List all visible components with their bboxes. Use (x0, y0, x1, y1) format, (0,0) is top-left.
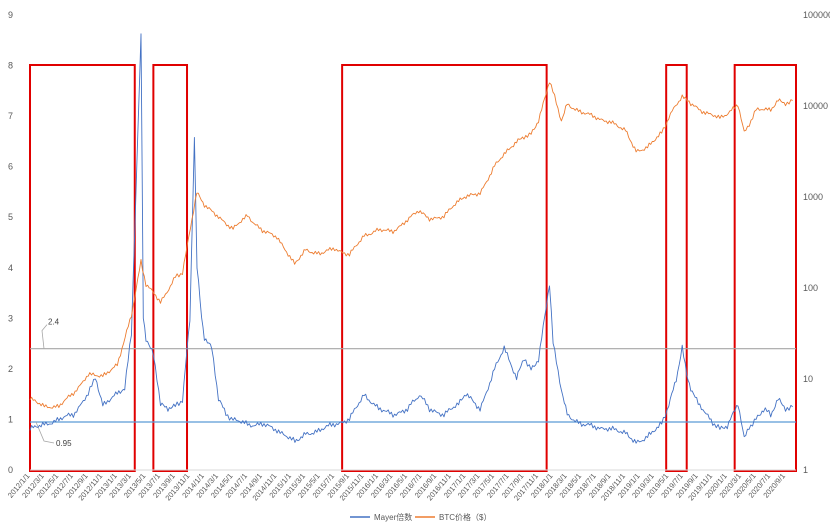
y-left-tick-7: 7 (8, 111, 13, 121)
y-left-tick-1: 1 (8, 414, 13, 424)
y-left-tick-2: 2 (8, 364, 13, 374)
y-left-tick-5: 5 (8, 212, 13, 222)
y-left-tick-3: 3 (8, 313, 13, 323)
series-lines (29, 33, 793, 444)
y-left-tick-8: 8 (8, 61, 13, 71)
reference-lines: 2.4 0.95 (30, 318, 796, 448)
highlight-box-1 (29, 64, 136, 472)
reference-leader-0.95 (35, 421, 55, 444)
reference-label-2.4: 2.4 (48, 318, 60, 327)
legend: Mayer倍数 BTC价格（$） (350, 512, 491, 522)
highlight-box-2 (152, 64, 189, 472)
y-axis-left: 0 1 2 3 4 5 6 7 8 9 (8, 10, 13, 475)
highlight-boxes (29, 64, 798, 472)
y-right-tick-1000: 1000 (803, 192, 823, 202)
series-line-2 (29, 82, 793, 409)
reference-label-0.95: 0.95 (56, 439, 72, 448)
legend-label-btc: BTC价格（$） (439, 512, 491, 522)
legend-label-mayer: Mayer倍数 (374, 512, 412, 522)
highlight-box-3 (341, 64, 548, 472)
reference-leader-2.4 (41, 324, 48, 349)
y-right-tick-100: 100 (803, 283, 818, 293)
y-left-tick-0: 0 (8, 465, 13, 475)
y-right-tick-10: 10 (803, 374, 813, 384)
highlight-box-5 (733, 64, 798, 472)
y-right-tick-1: 1 (803, 465, 808, 475)
series-line-1 (29, 33, 793, 444)
y-left-tick-6: 6 (8, 162, 13, 172)
y-left-tick-4: 4 (8, 263, 13, 273)
y-right-tick-100000: 100000 (803, 10, 830, 20)
x-axis: 2012/1/12012/3/12012/5/12012/7/12012/9/1… (6, 469, 796, 502)
y-left-tick-9: 9 (8, 10, 13, 20)
y-axis-right: 1 10 100 1000 10000 100000 (803, 10, 830, 475)
y-right-tick-10000: 10000 (803, 101, 828, 111)
highlight-box-4 (665, 64, 688, 472)
